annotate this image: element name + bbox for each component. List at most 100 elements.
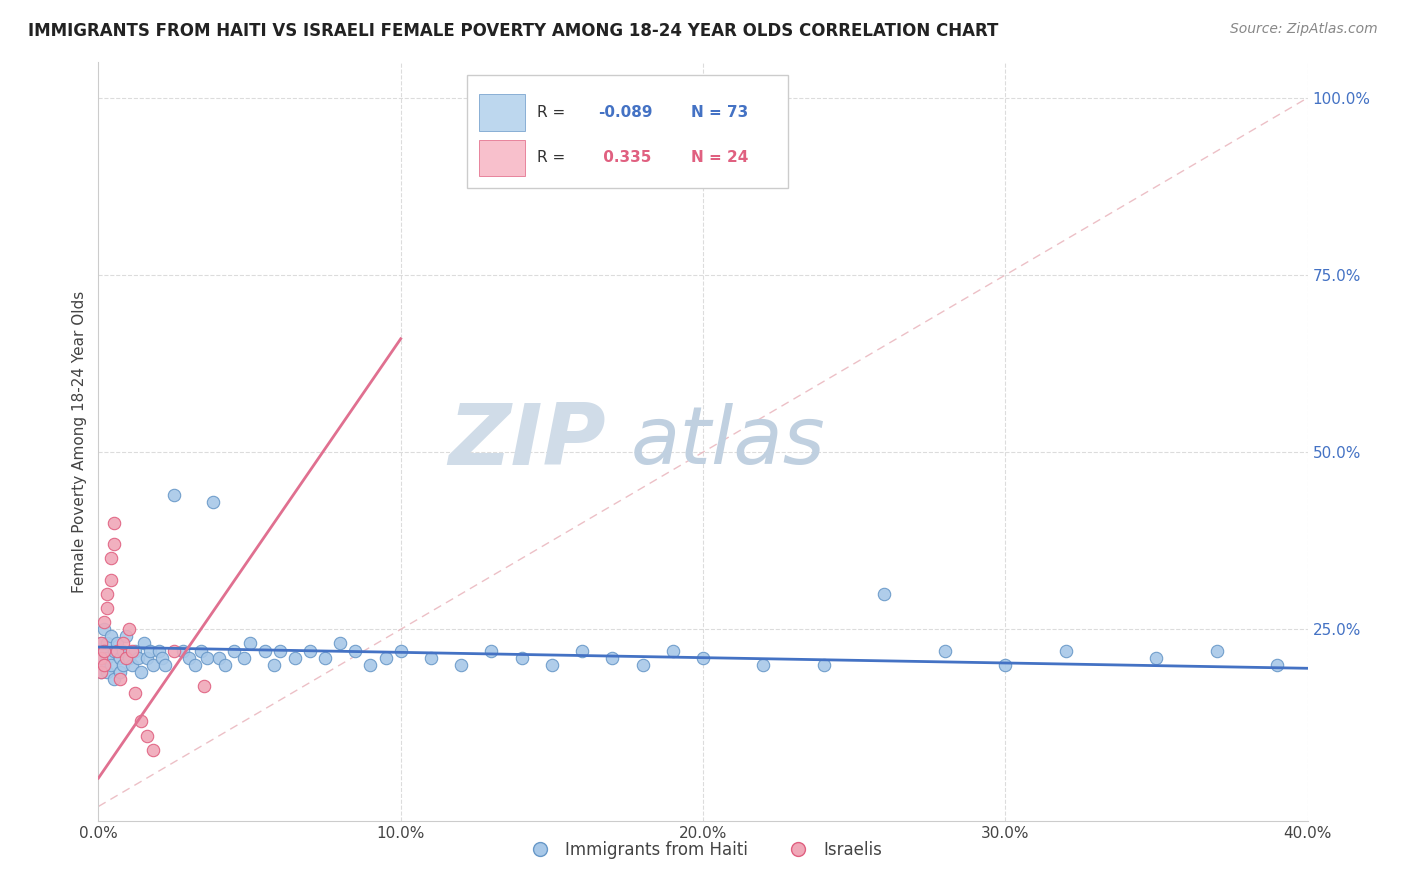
Point [239, 636, 262, 650]
Point [389, 643, 412, 657]
Point [344, 643, 367, 657]
Point [1267, 657, 1289, 672]
Point [135, 650, 157, 665]
Point [90, 665, 112, 679]
Point [994, 657, 1017, 672]
Text: R =: R = [537, 105, 571, 120]
Point [93, 643, 115, 657]
Point [540, 657, 562, 672]
Point [139, 643, 162, 657]
Text: IMMIGRANTS FROM HAITI VS ISRAELI FEMALE POVERTY AMONG 18-24 YEAR OLDS CORRELATIO: IMMIGRANTS FROM HAITI VS ISRAELI FEMALE … [28, 22, 998, 40]
Point [114, 650, 136, 665]
Point [150, 650, 173, 665]
Bar [479, 140, 526, 177]
Point [111, 636, 134, 650]
Point [118, 623, 141, 637]
Point [105, 636, 128, 650]
Point [148, 643, 170, 657]
Point [93, 615, 115, 630]
Point [360, 657, 382, 672]
Point [420, 650, 443, 665]
Point [111, 657, 134, 672]
Point [314, 650, 336, 665]
Point [121, 643, 143, 657]
Point [214, 657, 236, 672]
Point [100, 629, 122, 643]
Text: Source: ZipAtlas.com: Source: ZipAtlas.com [1230, 22, 1378, 37]
Legend: Immigrants from Haiti, Israelis: Immigrants from Haiti, Israelis [517, 834, 889, 865]
Point [100, 573, 122, 587]
Point [374, 650, 396, 665]
Point [1144, 650, 1167, 665]
Point [571, 643, 593, 657]
Point [111, 643, 134, 657]
Point [121, 657, 143, 672]
Point [127, 650, 149, 665]
Point [103, 537, 125, 551]
Point [129, 714, 152, 729]
Point [93, 623, 115, 637]
Point [873, 587, 896, 601]
Point [253, 643, 276, 657]
Point [108, 650, 131, 665]
Point [135, 729, 157, 743]
Point [118, 650, 141, 665]
Point [450, 657, 472, 672]
Text: 0.335: 0.335 [598, 151, 651, 166]
Point [142, 743, 165, 757]
Point [193, 679, 215, 693]
Point [93, 643, 115, 657]
Point [661, 643, 683, 657]
Point [224, 643, 246, 657]
Point [96, 601, 118, 615]
Point [190, 643, 212, 657]
Point [631, 657, 654, 672]
Point [90, 650, 112, 665]
Point [163, 643, 186, 657]
Point [132, 636, 155, 650]
Point [329, 636, 352, 650]
FancyBboxPatch shape [467, 75, 787, 187]
Point [124, 686, 146, 700]
Point [934, 643, 956, 657]
Point [96, 587, 118, 601]
Point [96, 650, 118, 665]
Point [96, 665, 118, 679]
Point [481, 643, 503, 657]
Point [108, 665, 131, 679]
Point [153, 657, 176, 672]
Point [208, 650, 231, 665]
Point [232, 650, 254, 665]
Point [813, 657, 835, 672]
Point [90, 636, 112, 650]
Point [93, 657, 115, 672]
Point [195, 650, 218, 665]
Point [284, 650, 307, 665]
Point [142, 657, 165, 672]
Point [299, 643, 322, 657]
Point [602, 650, 624, 665]
Point [114, 629, 136, 643]
Point [129, 665, 152, 679]
Point [202, 495, 225, 509]
Point [90, 650, 112, 665]
Point [263, 657, 285, 672]
Point [100, 657, 122, 672]
Point [103, 643, 125, 657]
Point [103, 516, 125, 530]
Y-axis label: Female Poverty Among 18-24 Year Olds: Female Poverty Among 18-24 Year Olds [72, 291, 87, 592]
Text: N = 24: N = 24 [690, 151, 748, 166]
Text: R =: R = [537, 151, 571, 166]
Point [96, 636, 118, 650]
Point [184, 657, 207, 672]
Point [105, 643, 128, 657]
Point [100, 551, 122, 566]
Point [90, 636, 112, 650]
Point [1206, 643, 1229, 657]
Point [103, 672, 125, 686]
Point [93, 657, 115, 672]
Point [752, 657, 775, 672]
Point [163, 488, 186, 502]
Text: -0.089: -0.089 [598, 105, 652, 120]
Text: N = 73: N = 73 [690, 105, 748, 120]
